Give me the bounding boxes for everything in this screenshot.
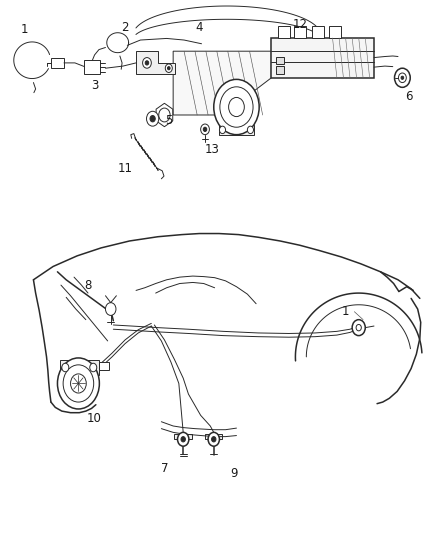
Text: 11: 11 bbox=[118, 161, 133, 175]
Circle shape bbox=[203, 127, 207, 132]
Circle shape bbox=[201, 124, 209, 135]
FancyBboxPatch shape bbox=[311, 26, 324, 38]
Circle shape bbox=[150, 116, 155, 122]
Circle shape bbox=[63, 365, 94, 402]
Circle shape bbox=[401, 76, 404, 79]
FancyBboxPatch shape bbox=[84, 60, 100, 74]
FancyBboxPatch shape bbox=[276, 66, 285, 74]
Circle shape bbox=[145, 61, 149, 65]
Circle shape bbox=[159, 108, 170, 122]
Circle shape bbox=[208, 432, 219, 446]
Circle shape bbox=[147, 111, 159, 126]
Text: 9: 9 bbox=[230, 467, 238, 480]
FancyBboxPatch shape bbox=[276, 56, 285, 64]
Circle shape bbox=[90, 364, 97, 372]
Circle shape bbox=[395, 68, 410, 87]
Text: 1: 1 bbox=[342, 305, 350, 318]
Text: 12: 12 bbox=[292, 18, 307, 31]
Polygon shape bbox=[60, 360, 99, 375]
Polygon shape bbox=[156, 103, 173, 127]
Polygon shape bbox=[173, 51, 272, 115]
Text: 10: 10 bbox=[87, 411, 102, 424]
Circle shape bbox=[212, 437, 216, 442]
FancyBboxPatch shape bbox=[329, 26, 341, 38]
FancyBboxPatch shape bbox=[294, 26, 306, 38]
Text: 8: 8 bbox=[85, 279, 92, 292]
Circle shape bbox=[181, 437, 185, 442]
FancyBboxPatch shape bbox=[278, 26, 290, 38]
Text: 4: 4 bbox=[196, 21, 203, 34]
FancyBboxPatch shape bbox=[51, 58, 64, 68]
Text: 2: 2 bbox=[121, 21, 129, 34]
Circle shape bbox=[71, 374, 86, 393]
Circle shape bbox=[219, 126, 226, 134]
Polygon shape bbox=[205, 434, 223, 439]
Text: 7: 7 bbox=[161, 462, 168, 475]
Circle shape bbox=[247, 126, 254, 134]
Polygon shape bbox=[174, 434, 192, 439]
Polygon shape bbox=[136, 51, 175, 74]
Circle shape bbox=[143, 58, 151, 68]
Circle shape bbox=[352, 320, 365, 336]
Text: 6: 6 bbox=[405, 90, 413, 103]
FancyBboxPatch shape bbox=[219, 125, 254, 135]
Circle shape bbox=[229, 98, 244, 117]
Circle shape bbox=[177, 432, 189, 446]
Text: 3: 3 bbox=[91, 79, 98, 92]
FancyBboxPatch shape bbox=[272, 38, 374, 78]
Text: 13: 13 bbox=[205, 143, 220, 156]
Circle shape bbox=[220, 87, 253, 127]
Text: 1: 1 bbox=[21, 23, 28, 36]
Circle shape bbox=[214, 79, 259, 135]
Circle shape bbox=[62, 364, 69, 372]
Circle shape bbox=[165, 64, 172, 72]
Circle shape bbox=[167, 67, 170, 70]
Circle shape bbox=[106, 303, 116, 316]
Circle shape bbox=[57, 358, 99, 409]
Circle shape bbox=[399, 73, 406, 83]
Text: 5: 5 bbox=[165, 114, 173, 127]
Circle shape bbox=[356, 325, 361, 331]
FancyBboxPatch shape bbox=[99, 362, 109, 370]
